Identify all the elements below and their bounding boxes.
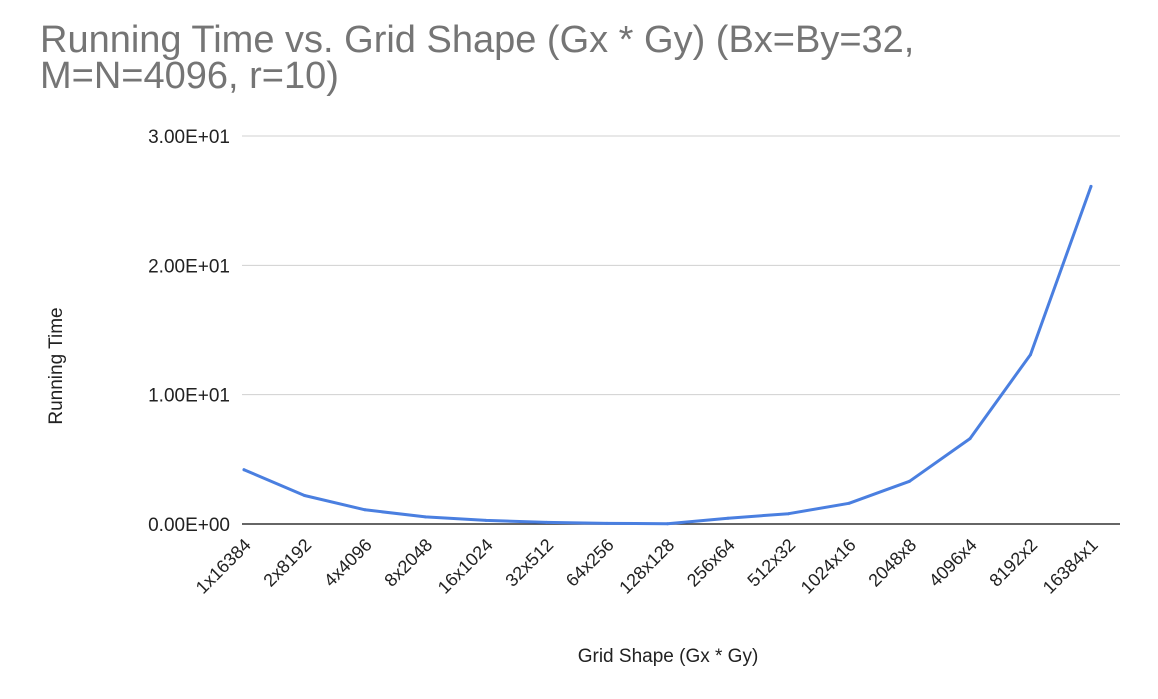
x-tick-label: 4096x4 <box>925 535 981 591</box>
x-tick-label: 2048x8 <box>864 535 920 591</box>
x-tick-label: 8x2048 <box>380 535 436 591</box>
data-point <box>605 521 609 525</box>
x-tick-label: 2x8192 <box>259 535 315 591</box>
data-point <box>968 437 972 441</box>
x-tick-label: 16384x1 <box>1039 535 1102 598</box>
x-tick-label: 512x32 <box>743 535 799 591</box>
data-point <box>545 520 548 524</box>
x-tick-label: 4x4096 <box>320 535 376 591</box>
data-point <box>726 516 730 520</box>
y-tick-label: 0.00E+00 <box>148 515 230 536</box>
x-tick-label: 1x16384 <box>192 535 255 598</box>
data-point <box>787 512 790 516</box>
x-tick-label: 8192x2 <box>985 535 1041 591</box>
x-tick-label: 16x1024 <box>434 535 497 598</box>
x-tick-label: 1024x16 <box>797 535 860 598</box>
y-tick-label: 3.00E+01 <box>148 127 230 148</box>
data-point <box>303 494 306 497</box>
data-point <box>908 479 911 483</box>
series-line <box>242 184 1093 526</box>
data-point <box>666 522 669 526</box>
data-point <box>484 518 488 522</box>
chart-title: Running Time vs. Grid Shape (Gx * Gy) (B… <box>40 19 915 97</box>
data-point <box>363 508 367 512</box>
data-point <box>242 468 246 472</box>
y-axis-label: Running Time <box>46 307 67 424</box>
gridlines <box>242 135 1120 525</box>
y-tick-label: 2.00E+01 <box>148 256 230 277</box>
data-point <box>1029 353 1032 357</box>
x-tick-label: 256x64 <box>683 535 739 591</box>
x-tick-label: 64x256 <box>562 535 618 591</box>
series-layer <box>242 184 1093 526</box>
data-point <box>1089 184 1093 188</box>
x-tick-label: 128x128 <box>615 535 678 598</box>
y-tick-labels: 0.00E+00 1.00E+01 2.00E+01 3.00E+01 <box>148 127 230 536</box>
data-point <box>847 501 851 505</box>
data-point <box>424 515 427 519</box>
y-tick-label: 1.00E+01 <box>148 386 230 407</box>
x-axis-label: Grid Shape (Gx * Gy) <box>578 646 759 667</box>
x-tick-label: 32x512 <box>501 535 557 591</box>
